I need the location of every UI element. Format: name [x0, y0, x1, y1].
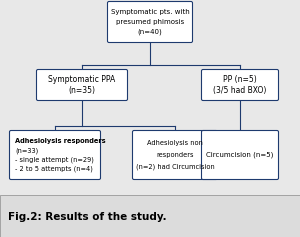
Text: Adhesiolysis non: Adhesiolysis non [147, 140, 203, 146]
Text: (n=35): (n=35) [68, 86, 95, 95]
Text: responders: responders [156, 152, 194, 158]
Bar [0, 195, 300, 237]
Text: PP (n=5): PP (n=5) [223, 75, 257, 84]
FancyBboxPatch shape [133, 131, 218, 179]
Text: - single attempt (n=29): - single attempt (n=29) [15, 156, 94, 163]
Text: (n=2) had Circumcision: (n=2) had Circumcision [136, 164, 214, 170]
FancyBboxPatch shape [107, 1, 193, 42]
Text: Symptomatic PPA: Symptomatic PPA [48, 75, 116, 84]
Text: Symptomatic pts. with: Symptomatic pts. with [111, 9, 189, 15]
Text: (n=33): (n=33) [15, 147, 38, 154]
Text: (n=40): (n=40) [138, 28, 162, 35]
Text: - 2 to 5 attempts (n=4): - 2 to 5 attempts (n=4) [15, 165, 93, 172]
Text: Fig.2: Results of the study.: Fig.2: Results of the study. [8, 212, 166, 222]
Text: Adhesiolysis responders: Adhesiolysis responders [15, 138, 106, 144]
Text: Circumcision (n=5): Circumcision (n=5) [206, 152, 274, 158]
FancyBboxPatch shape [202, 69, 278, 100]
FancyBboxPatch shape [37, 69, 128, 100]
Text: (3/5 had BXO): (3/5 had BXO) [213, 86, 267, 95]
Text: presumed phimosis: presumed phimosis [116, 19, 184, 25]
FancyBboxPatch shape [202, 131, 278, 179]
FancyBboxPatch shape [10, 131, 101, 179]
